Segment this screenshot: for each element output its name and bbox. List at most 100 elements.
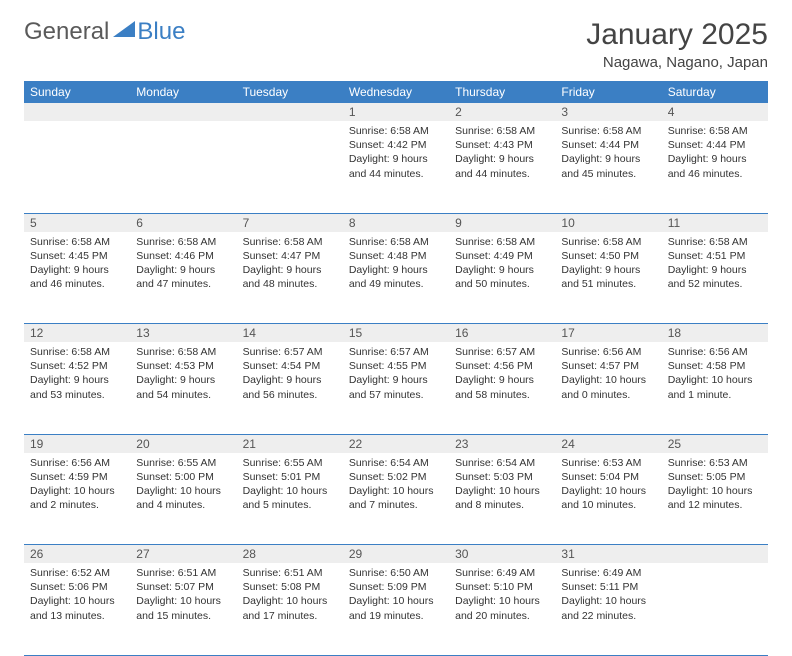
day-cell: [662, 563, 768, 655]
day-content: Sunrise: 6:58 AMSunset: 4:45 PMDaylight:…: [24, 232, 130, 298]
day-number-cell: 27: [130, 545, 236, 564]
day-number-cell: 9: [449, 213, 555, 232]
day-number: 1: [349, 105, 356, 119]
day-number: 12: [30, 326, 43, 340]
day-cell: Sunrise: 6:49 AMSunset: 5:11 PMDaylight:…: [555, 563, 661, 655]
day-content: Sunrise: 6:52 AMSunset: 5:06 PMDaylight:…: [24, 563, 130, 629]
sunset-text: Sunset: 4:49 PM: [455, 249, 549, 263]
day-content: Sunrise: 6:57 AMSunset: 4:54 PMDaylight:…: [237, 342, 343, 408]
weekday-header: Saturday: [662, 81, 768, 103]
daylight-text: Daylight: 10 hours and 10 minutes.: [561, 484, 655, 512]
sunrise-text: Sunrise: 6:51 AM: [243, 566, 337, 580]
day-number-cell: 28: [237, 545, 343, 564]
day-number-cell: 16: [449, 324, 555, 343]
day-cell: Sunrise: 6:49 AMSunset: 5:10 PMDaylight:…: [449, 563, 555, 655]
day-number: 20: [136, 437, 149, 451]
day-number: 13: [136, 326, 149, 340]
sunset-text: Sunset: 4:56 PM: [455, 359, 549, 373]
day-content: Sunrise: 6:58 AMSunset: 4:50 PMDaylight:…: [555, 232, 661, 298]
day-content: Sunrise: 6:55 AMSunset: 5:01 PMDaylight:…: [237, 453, 343, 519]
day-cell: Sunrise: 6:51 AMSunset: 5:08 PMDaylight:…: [237, 563, 343, 655]
day-number-cell: 3: [555, 103, 661, 121]
sunset-text: Sunset: 5:02 PM: [349, 470, 443, 484]
day-cell: [24, 121, 130, 213]
day-cell: Sunrise: 6:54 AMSunset: 5:03 PMDaylight:…: [449, 453, 555, 545]
sunrise-text: Sunrise: 6:54 AM: [349, 456, 443, 470]
daylight-text: Daylight: 10 hours and 19 minutes.: [349, 594, 443, 622]
day-number-cell: 5: [24, 213, 130, 232]
day-number: 9: [455, 216, 462, 230]
day-content: Sunrise: 6:54 AMSunset: 5:02 PMDaylight:…: [343, 453, 449, 519]
sunset-text: Sunset: 5:09 PM: [349, 580, 443, 594]
day-number-cell: 25: [662, 434, 768, 453]
day-number: 2: [455, 105, 462, 119]
day-number-cell: 13: [130, 324, 236, 343]
day-content: Sunrise: 6:56 AMSunset: 4:59 PMDaylight:…: [24, 453, 130, 519]
daylight-text: Daylight: 9 hours and 51 minutes.: [561, 263, 655, 291]
daylight-text: Daylight: 9 hours and 48 minutes.: [243, 263, 337, 291]
day-cell: Sunrise: 6:58 AMSunset: 4:46 PMDaylight:…: [130, 232, 236, 324]
daylight-text: Daylight: 10 hours and 12 minutes.: [668, 484, 762, 512]
sunrise-text: Sunrise: 6:58 AM: [561, 124, 655, 138]
daynum-row: 262728293031: [24, 545, 768, 564]
sunrise-text: Sunrise: 6:58 AM: [136, 235, 230, 249]
day-number-cell: [130, 103, 236, 121]
day-number: 28: [243, 547, 256, 561]
day-number: 5: [30, 216, 37, 230]
day-content: Sunrise: 6:58 AMSunset: 4:46 PMDaylight:…: [130, 232, 236, 298]
sunrise-text: Sunrise: 6:49 AM: [561, 566, 655, 580]
daylight-text: Daylight: 10 hours and 2 minutes.: [30, 484, 124, 512]
day-content: Sunrise: 6:58 AMSunset: 4:47 PMDaylight:…: [237, 232, 343, 298]
day-number: 16: [455, 326, 468, 340]
sunset-text: Sunset: 5:03 PM: [455, 470, 549, 484]
sunset-text: Sunset: 4:43 PM: [455, 138, 549, 152]
day-number-cell: [662, 545, 768, 564]
day-content: Sunrise: 6:58 AMSunset: 4:44 PMDaylight:…: [662, 121, 768, 187]
weekday-header-row: Sunday Monday Tuesday Wednesday Thursday…: [24, 81, 768, 103]
sunset-text: Sunset: 4:51 PM: [668, 249, 762, 263]
day-cell: [237, 121, 343, 213]
sunrise-text: Sunrise: 6:58 AM: [455, 235, 549, 249]
day-content: Sunrise: 6:58 AMSunset: 4:49 PMDaylight:…: [449, 232, 555, 298]
sunset-text: Sunset: 5:08 PM: [243, 580, 337, 594]
sunrise-text: Sunrise: 6:50 AM: [349, 566, 443, 580]
day-number-cell: 20: [130, 434, 236, 453]
daylight-text: Daylight: 10 hours and 0 minutes.: [561, 373, 655, 401]
day-cell: Sunrise: 6:57 AMSunset: 4:55 PMDaylight:…: [343, 342, 449, 434]
day-content: Sunrise: 6:58 AMSunset: 4:42 PMDaylight:…: [343, 121, 449, 187]
daynum-row: 19202122232425: [24, 434, 768, 453]
day-number-cell: 26: [24, 545, 130, 564]
sunset-text: Sunset: 5:05 PM: [668, 470, 762, 484]
day-cell: Sunrise: 6:58 AMSunset: 4:43 PMDaylight:…: [449, 121, 555, 213]
sunrise-text: Sunrise: 6:56 AM: [668, 345, 762, 359]
day-number-cell: 24: [555, 434, 661, 453]
sunrise-text: Sunrise: 6:53 AM: [561, 456, 655, 470]
sunset-text: Sunset: 4:47 PM: [243, 249, 337, 263]
day-cell: [130, 121, 236, 213]
sunset-text: Sunset: 5:04 PM: [561, 470, 655, 484]
day-number-cell: 22: [343, 434, 449, 453]
weekday-header: Thursday: [449, 81, 555, 103]
day-number-cell: 29: [343, 545, 449, 564]
daylight-text: Daylight: 9 hours and 46 minutes.: [30, 263, 124, 291]
weekday-header: Monday: [130, 81, 236, 103]
sunrise-text: Sunrise: 6:58 AM: [668, 124, 762, 138]
week-row: Sunrise: 6:56 AMSunset: 4:59 PMDaylight:…: [24, 453, 768, 545]
sunrise-text: Sunrise: 6:58 AM: [668, 235, 762, 249]
daylight-text: Daylight: 9 hours and 45 minutes.: [561, 152, 655, 180]
day-content: Sunrise: 6:58 AMSunset: 4:44 PMDaylight:…: [555, 121, 661, 187]
daylight-text: Daylight: 10 hours and 22 minutes.: [561, 594, 655, 622]
day-cell: Sunrise: 6:58 AMSunset: 4:48 PMDaylight:…: [343, 232, 449, 324]
daylight-text: Daylight: 9 hours and 53 minutes.: [30, 373, 124, 401]
day-content: Sunrise: 6:49 AMSunset: 5:10 PMDaylight:…: [449, 563, 555, 629]
day-number: 24: [561, 437, 574, 451]
daylight-text: Daylight: 9 hours and 44 minutes.: [349, 152, 443, 180]
day-content: [662, 563, 768, 572]
day-content: Sunrise: 6:55 AMSunset: 5:00 PMDaylight:…: [130, 453, 236, 519]
location-label: Nagawa, Nagano, Japan: [586, 54, 768, 71]
day-cell: Sunrise: 6:57 AMSunset: 4:54 PMDaylight:…: [237, 342, 343, 434]
week-row: Sunrise: 6:58 AMSunset: 4:45 PMDaylight:…: [24, 232, 768, 324]
day-number: 21: [243, 437, 256, 451]
day-content: Sunrise: 6:53 AMSunset: 5:04 PMDaylight:…: [555, 453, 661, 519]
day-cell: Sunrise: 6:53 AMSunset: 5:04 PMDaylight:…: [555, 453, 661, 545]
